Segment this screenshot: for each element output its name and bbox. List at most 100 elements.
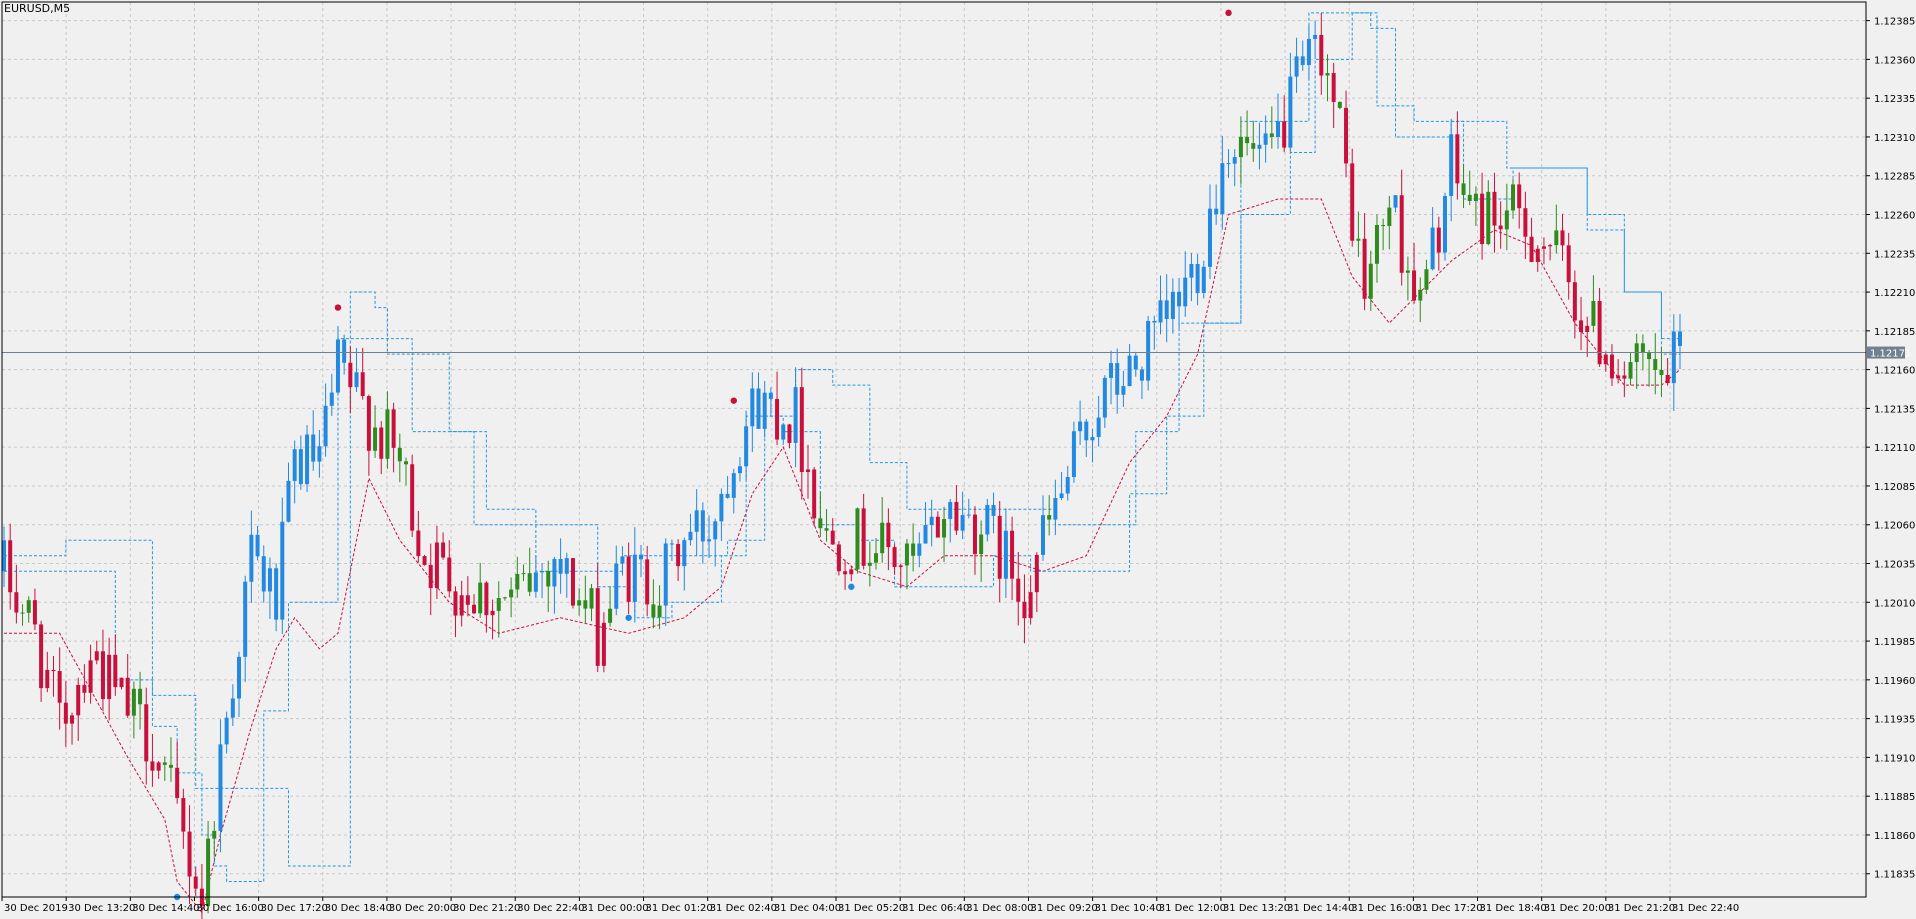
x-tick-label: 31 Dec 16:00 <box>1351 903 1418 914</box>
x-tick-label: 31 Dec 10:40 <box>1095 903 1162 914</box>
candle-body <box>626 556 631 602</box>
candle-body <box>255 534 260 557</box>
candle-body <box>168 764 173 768</box>
candle-body <box>1325 73 1330 76</box>
candle-body <box>614 563 619 609</box>
candle-body <box>1517 184 1522 209</box>
x-tick-label: 30 Dec 14:40 <box>132 903 199 914</box>
candle-body <box>1306 38 1311 65</box>
candle-body <box>1572 282 1577 321</box>
y-tick-label: 1.12135 <box>1874 404 1915 415</box>
candle-body <box>496 598 501 611</box>
candle-body <box>1461 183 1466 195</box>
candle-body <box>212 830 217 839</box>
candle-body <box>1442 195 1447 253</box>
candle-body <box>1591 300 1596 326</box>
candle-body <box>991 504 996 516</box>
candle-body <box>156 762 161 771</box>
x-tick-label: 31 Dec 21:20 <box>1608 903 1675 914</box>
candle-body <box>385 409 390 459</box>
candle-body <box>150 761 155 771</box>
candle-body <box>125 677 130 716</box>
x-tick-label: 31 Dec 02:40 <box>710 903 777 914</box>
candle-body <box>1269 133 1274 137</box>
candle-body <box>113 654 118 688</box>
candle-body <box>144 704 149 762</box>
candle-body <box>1164 300 1169 320</box>
candle-body <box>1127 355 1132 387</box>
lower-band-line <box>4 198 1681 914</box>
signal-dot-high <box>1225 9 1232 17</box>
candle-body <box>620 556 625 564</box>
candle-body <box>379 427 384 459</box>
candle-body <box>1028 592 1033 619</box>
x-tick-label: 31 Dec 01:20 <box>646 903 713 914</box>
candle-body <box>82 684 87 693</box>
signal-dot-low <box>848 583 855 590</box>
y-tick-label: 1.12310 <box>1874 133 1915 144</box>
candle-body <box>1678 331 1682 346</box>
y-tick-label: 1.12060 <box>1874 521 1915 532</box>
candle-body <box>911 543 916 556</box>
x-tick-label: 30 Dec 21:20 <box>453 903 520 914</box>
candle-body <box>1523 208 1528 237</box>
candle-body <box>39 624 44 689</box>
candle-body <box>1207 208 1212 267</box>
y-tick-label: 1.12285 <box>1874 172 1915 183</box>
candle-body <box>286 480 291 522</box>
candle-body <box>1251 143 1256 149</box>
candle-body <box>1671 331 1676 384</box>
candle-body <box>403 461 408 465</box>
candle-body <box>1115 363 1120 395</box>
candle-body <box>1368 263 1373 299</box>
candle-body <box>1498 225 1503 230</box>
candle-body <box>1109 363 1114 378</box>
candle-body <box>1455 134 1460 184</box>
signal-dot-high <box>730 397 737 404</box>
candle-body <box>1504 210 1509 230</box>
candle-body <box>1078 421 1083 432</box>
candle-body <box>1282 121 1287 148</box>
candle-body <box>1214 208 1219 215</box>
candle-body <box>676 543 681 567</box>
candle-body <box>960 514 965 531</box>
candle-body <box>645 559 650 605</box>
x-tick-label: 31 Dec 04:00 <box>774 903 841 914</box>
candle-body <box>453 591 458 616</box>
candle-body <box>447 557 452 592</box>
y-tick-label: 1.12010 <box>1874 598 1915 609</box>
candle-body <box>502 597 507 599</box>
candle-body <box>162 762 167 765</box>
candle-body <box>1065 477 1070 494</box>
candle-body <box>1628 362 1633 379</box>
candle-body <box>8 540 13 593</box>
candle-body <box>1486 191 1491 245</box>
candle-body <box>880 522 885 554</box>
candle-body <box>570 558 575 606</box>
candle-body <box>1616 375 1621 379</box>
candle-body <box>1566 245 1571 283</box>
candle-body <box>651 604 656 618</box>
upper-band-line <box>4 12 1681 867</box>
candle-body <box>76 684 81 716</box>
x-tick-label: 31 Dec 22:40 <box>1672 903 1739 914</box>
candle-body <box>942 519 947 538</box>
candle-body <box>193 876 198 889</box>
y-tick-label: 1.11885 <box>1874 792 1915 803</box>
candle-body <box>1603 354 1608 365</box>
candle-body <box>1585 325 1590 332</box>
candle-body <box>20 612 25 614</box>
candle-body <box>1529 236 1534 263</box>
candle-body <box>799 387 804 473</box>
x-tick-label: 31 Dec 13:20 <box>1223 903 1290 914</box>
x-tick-label: 31 Dec 00:00 <box>581 903 648 914</box>
candle-body <box>552 558 557 587</box>
candle-body <box>88 660 93 693</box>
candle-body <box>577 600 582 606</box>
candle-body <box>589 588 594 609</box>
candle-body <box>138 688 143 705</box>
candle-body <box>849 569 854 575</box>
candle-body <box>1084 421 1089 441</box>
